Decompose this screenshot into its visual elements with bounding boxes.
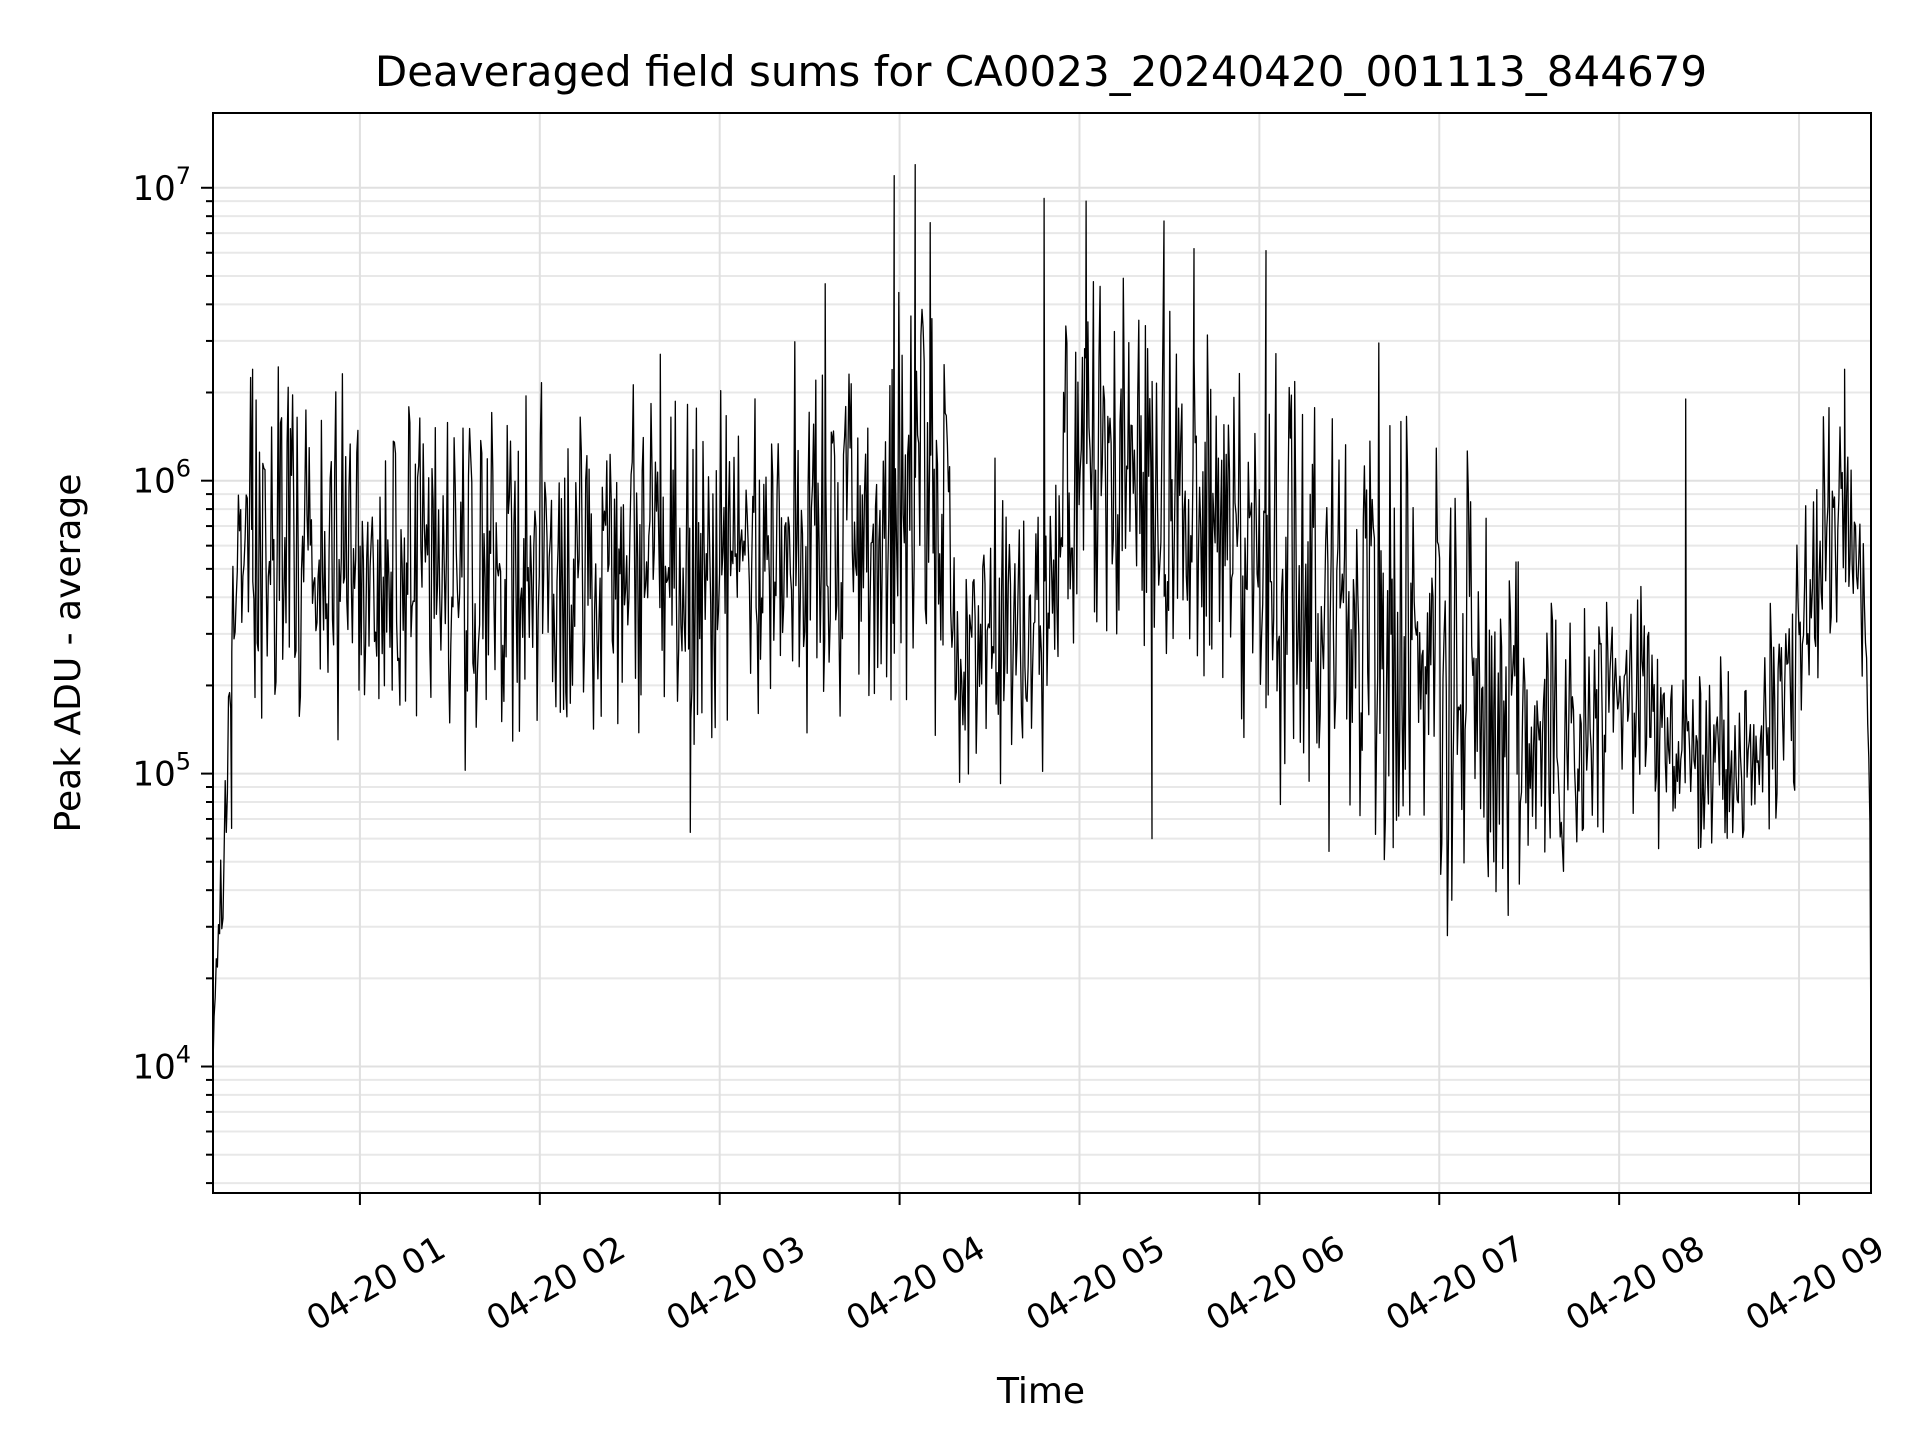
y-tick-label: 104 xyxy=(132,1041,191,1088)
plot-area xyxy=(213,163,1871,1070)
x-axis-label: Time xyxy=(996,1371,1085,1412)
plot-frame xyxy=(212,112,1872,1194)
series-line xyxy=(213,163,1871,1070)
y-tick-label: 105 xyxy=(132,748,191,795)
y-axis-label: Peak ADU - average xyxy=(48,474,89,833)
chart-title: Deaveraged field sums for CA0023_2024042… xyxy=(375,47,1707,96)
y-axis: 104 105 106 107 xyxy=(132,162,213,1185)
grid xyxy=(213,113,1871,1193)
y-tick-label: 106 xyxy=(132,455,191,502)
y-tick-label: 107 xyxy=(132,162,191,209)
